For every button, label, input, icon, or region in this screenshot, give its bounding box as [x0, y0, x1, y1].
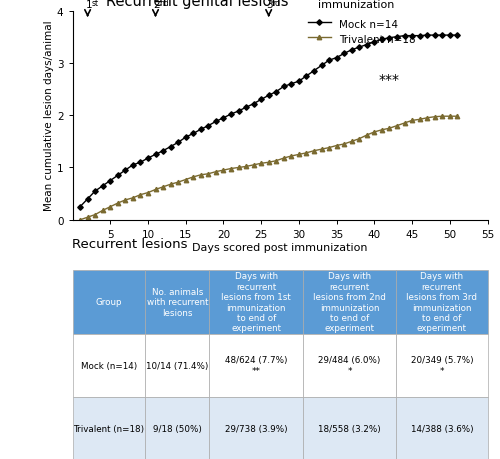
- Trivalent n=18: [439, 114, 445, 120]
- Trivalent n=18: [326, 146, 332, 151]
- Trivalent n=18: [348, 139, 354, 145]
- Line: Trivalent n=18: Trivalent n=18: [78, 115, 460, 223]
- Trivalent n=18: [198, 173, 204, 178]
- Text: 3: 3: [266, 0, 273, 11]
- Text: rd: rd: [272, 0, 280, 8]
- Text: st: st: [92, 0, 98, 8]
- Mock n=14: [77, 205, 83, 210]
- Mock n=14: [198, 127, 204, 133]
- Trivalent n=18: [160, 185, 166, 190]
- X-axis label: Days scored post immunization: Days scored post immunization: [192, 242, 368, 252]
- Mock n=14: [424, 33, 430, 39]
- Mock n=14: [454, 33, 460, 39]
- Text: immunization: immunization: [318, 0, 394, 11]
- Line: Mock n=14: Mock n=14: [78, 34, 460, 209]
- Trivalent n=18: [454, 114, 460, 120]
- Text: 2: 2: [153, 0, 160, 11]
- Text: 1: 1: [86, 0, 92, 11]
- Mock n=14: [190, 131, 196, 137]
- Mock n=14: [348, 48, 354, 53]
- Mock n=14: [326, 58, 332, 64]
- Text: nd: nd: [160, 0, 169, 8]
- Text: Recurrent genital lesions: Recurrent genital lesions: [106, 0, 288, 9]
- Y-axis label: Mean cumulative lesion days/animal: Mean cumulative lesion days/animal: [44, 21, 54, 211]
- Trivalent n=18: [77, 218, 83, 223]
- Text: ***: ***: [379, 73, 400, 87]
- Text: Recurrent lesions: Recurrent lesions: [72, 238, 188, 251]
- Trivalent n=18: [447, 114, 453, 120]
- Trivalent n=18: [190, 175, 196, 180]
- Legend: Mock n=14, Trivalent n=18: Mock n=14, Trivalent n=18: [306, 17, 418, 47]
- Mock n=14: [160, 149, 166, 154]
- Mock n=14: [447, 33, 453, 39]
